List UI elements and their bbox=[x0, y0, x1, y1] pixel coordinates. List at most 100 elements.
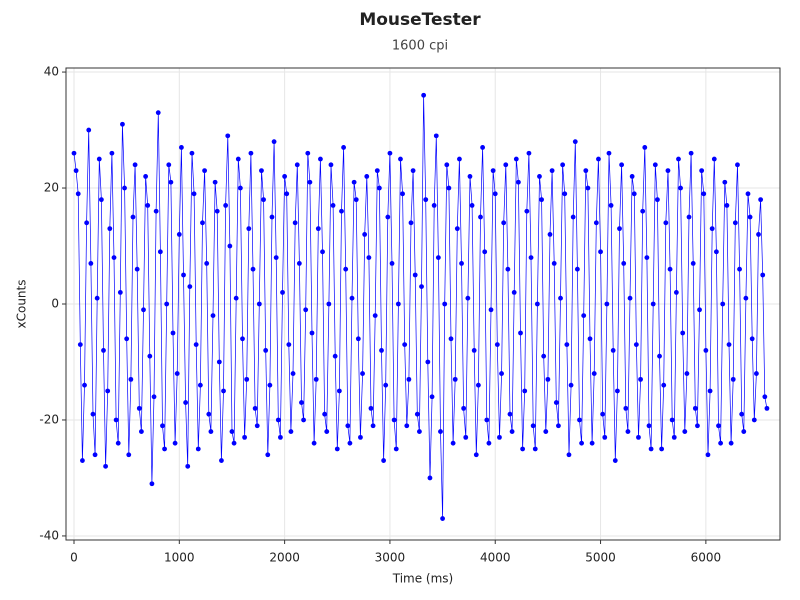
data-point bbox=[195, 446, 201, 452]
data-point bbox=[617, 226, 622, 232]
data-point bbox=[627, 295, 633, 301]
data-point bbox=[568, 382, 574, 388]
data-point bbox=[259, 168, 264, 174]
data-point bbox=[265, 452, 271, 458]
data-point bbox=[315, 226, 321, 232]
data-point bbox=[756, 232, 761, 237]
data-point bbox=[482, 249, 488, 255]
data-point bbox=[522, 388, 528, 394]
data-point bbox=[202, 168, 207, 174]
data-point bbox=[545, 376, 551, 382]
data-point bbox=[686, 214, 692, 220]
data-point bbox=[431, 203, 437, 208]
x-tick-label: 2000 bbox=[269, 551, 300, 565]
data-point bbox=[82, 382, 87, 388]
data-point bbox=[225, 133, 231, 139]
data-point bbox=[600, 411, 606, 417]
data-point bbox=[764, 405, 770, 411]
data-point bbox=[219, 458, 224, 463]
data-point bbox=[598, 249, 603, 255]
data-point bbox=[697, 307, 702, 313]
data-point bbox=[650, 301, 656, 307]
data-point bbox=[299, 400, 304, 405]
data-point bbox=[532, 446, 538, 452]
data-point bbox=[345, 423, 351, 429]
data-point bbox=[526, 150, 532, 156]
data-point bbox=[377, 185, 382, 191]
data-point bbox=[160, 423, 165, 429]
data-point bbox=[77, 342, 83, 347]
chart-subtitle: 1600 cpi bbox=[392, 39, 448, 54]
data-point bbox=[248, 150, 254, 156]
data-point bbox=[452, 376, 458, 382]
data-point bbox=[503, 162, 509, 168]
data-point bbox=[631, 191, 637, 197]
data-point bbox=[139, 429, 144, 434]
data-point bbox=[528, 255, 534, 261]
data-point bbox=[444, 162, 450, 168]
data-point bbox=[157, 249, 163, 255]
data-point bbox=[471, 347, 477, 353]
data-point bbox=[174, 371, 180, 376]
data-point bbox=[572, 139, 578, 145]
data-point bbox=[332, 353, 338, 359]
data-point bbox=[724, 203, 730, 208]
data-point bbox=[155, 110, 161, 116]
data-point bbox=[661, 382, 667, 388]
data-point bbox=[562, 191, 568, 197]
data-point bbox=[336, 388, 342, 394]
data-point bbox=[212, 179, 218, 185]
data-point bbox=[695, 423, 700, 429]
data-point bbox=[602, 434, 608, 440]
data-point bbox=[511, 290, 517, 295]
data-point bbox=[760, 272, 766, 278]
data-point bbox=[132, 162, 138, 168]
data-point bbox=[381, 458, 387, 463]
data-point bbox=[280, 290, 285, 295]
data-point bbox=[105, 388, 111, 394]
data-point bbox=[690, 261, 696, 266]
data-point bbox=[486, 440, 492, 446]
data-point bbox=[427, 475, 433, 481]
data-point bbox=[438, 429, 443, 434]
data-point bbox=[351, 179, 357, 185]
plot-frame bbox=[65, 67, 781, 541]
data-point bbox=[395, 301, 401, 307]
data-point bbox=[488, 307, 494, 313]
data-point bbox=[284, 191, 290, 197]
data-point bbox=[73, 168, 79, 174]
data-point bbox=[421, 92, 427, 98]
data-point bbox=[360, 371, 365, 376]
data-point bbox=[374, 168, 380, 174]
data-point bbox=[147, 353, 153, 359]
data-point bbox=[113, 417, 119, 423]
data-point bbox=[128, 376, 134, 382]
data-point bbox=[743, 295, 749, 301]
data-point bbox=[678, 185, 683, 191]
data-point bbox=[227, 243, 233, 249]
data-point bbox=[307, 179, 313, 185]
data-point bbox=[383, 382, 389, 388]
data-point bbox=[324, 429, 330, 434]
data-point bbox=[412, 272, 418, 278]
x-axis-label: Time (ms) bbox=[392, 572, 454, 586]
data-point bbox=[450, 440, 456, 446]
data-point bbox=[269, 214, 275, 220]
data-point bbox=[311, 440, 317, 446]
data-point bbox=[442, 301, 448, 307]
data-point bbox=[389, 261, 395, 266]
data-point bbox=[263, 347, 269, 353]
data-point bbox=[216, 359, 222, 365]
data-point bbox=[261, 197, 266, 203]
data-point bbox=[170, 330, 176, 336]
data-point bbox=[682, 429, 688, 434]
data-point bbox=[513, 156, 519, 162]
data-point bbox=[101, 347, 106, 353]
data-point bbox=[509, 429, 515, 434]
data-point bbox=[663, 220, 669, 226]
data-point bbox=[237, 185, 243, 191]
data-point bbox=[294, 162, 300, 168]
data-point bbox=[282, 174, 288, 179]
data-point bbox=[290, 371, 296, 376]
